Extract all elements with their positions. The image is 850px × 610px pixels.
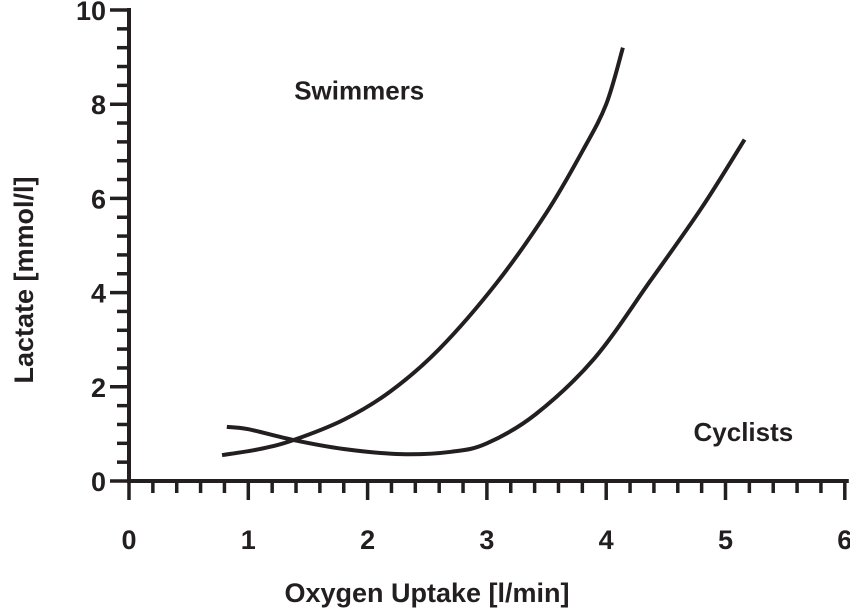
x-tick-label: 5 [718,525,733,555]
x-tick-label: 3 [479,525,494,555]
y-axis-label: Lactate [mmol/l] [9,176,39,383]
curves [221,47,747,458]
y-tick-label: 4 [91,279,106,309]
y-tick-label: 10 [76,0,106,26]
axes [127,8,849,483]
y-tick-label: 0 [91,467,106,497]
ticks [110,8,847,500]
series-swimmers-line [221,47,625,458]
x-tick-label: 1 [241,525,256,555]
x-tick-label: 4 [599,525,614,555]
annotation-swimmers: Swimmers [294,75,424,105]
series-cyclists-line [226,138,747,457]
annotation-cyclists: Cyclists [694,417,794,447]
y-tick-label: 8 [91,90,106,120]
y-tick-label: 6 [91,184,106,214]
x-axis-label: Oxygen Uptake [l/min] [284,578,569,608]
x-tick-label: 2 [360,525,375,555]
y-tick-label: 2 [91,373,106,403]
labels: Oxygen Uptake [l/min] Lactate [mmol/l] S… [9,0,850,608]
x-tick-label: 0 [121,525,136,555]
x-tick-label: 6 [837,525,850,555]
